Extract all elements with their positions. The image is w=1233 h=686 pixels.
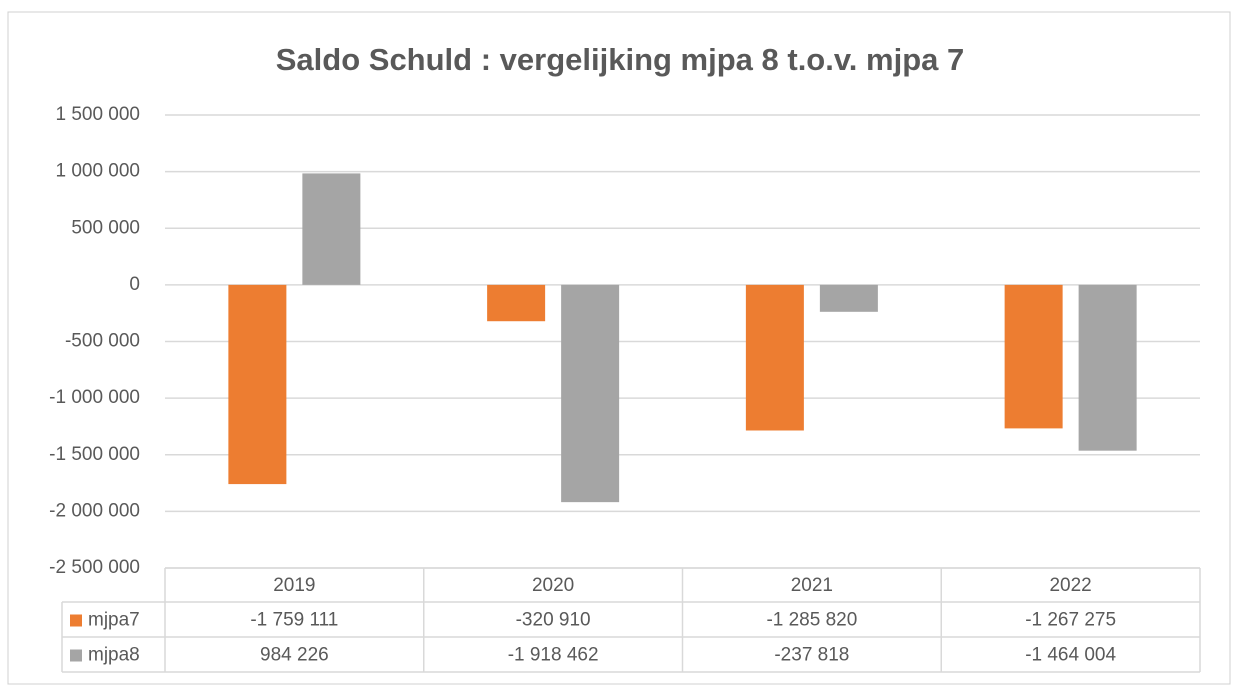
data-label: -1 267 275 xyxy=(1025,610,1116,631)
data-label: -1 285 820 xyxy=(766,610,857,631)
data-label: 984 226 xyxy=(260,645,329,666)
y-tick-label: 1 000 000 xyxy=(55,161,140,182)
data-label: -1 464 004 xyxy=(1025,645,1116,666)
x-tick-label: 2020 xyxy=(532,575,574,596)
y-tick-label: -2 500 000 xyxy=(49,557,140,578)
data-label: -237 818 xyxy=(774,645,849,666)
bar xyxy=(1004,284,1063,429)
data-label: -1 759 111 xyxy=(250,610,338,631)
y-tick-label: -1 000 000 xyxy=(49,387,140,408)
y-tick-label: -1 500 000 xyxy=(49,444,140,465)
x-tick-label: 2022 xyxy=(1049,575,1091,596)
bar xyxy=(487,284,546,322)
y-tick-label: 1 500 000 xyxy=(55,104,140,125)
data-label: -320 910 xyxy=(516,610,591,631)
legend-swatch xyxy=(70,614,82,627)
y-tick-label: 0 xyxy=(129,274,140,295)
bar xyxy=(745,284,804,431)
legend-swatch xyxy=(70,649,82,662)
data-label: -1 918 462 xyxy=(508,645,599,666)
y-tick-label: 500 000 xyxy=(71,217,140,238)
legend-label: mjpa8 xyxy=(88,645,140,666)
bar xyxy=(1078,284,1137,451)
y-tick-label: -500 000 xyxy=(65,331,140,352)
legend-label: mjpa7 xyxy=(88,610,140,631)
bar xyxy=(228,284,287,485)
x-tick-label: 2021 xyxy=(791,575,833,596)
bar xyxy=(819,284,878,312)
x-tick-label: 2019 xyxy=(273,575,315,596)
chart-title: Saldo Schuld : vergelijking mjpa 8 t.o.v… xyxy=(276,42,964,77)
y-tick-label: -2 000 000 xyxy=(49,500,140,521)
bar xyxy=(561,284,620,503)
bar xyxy=(302,173,361,285)
